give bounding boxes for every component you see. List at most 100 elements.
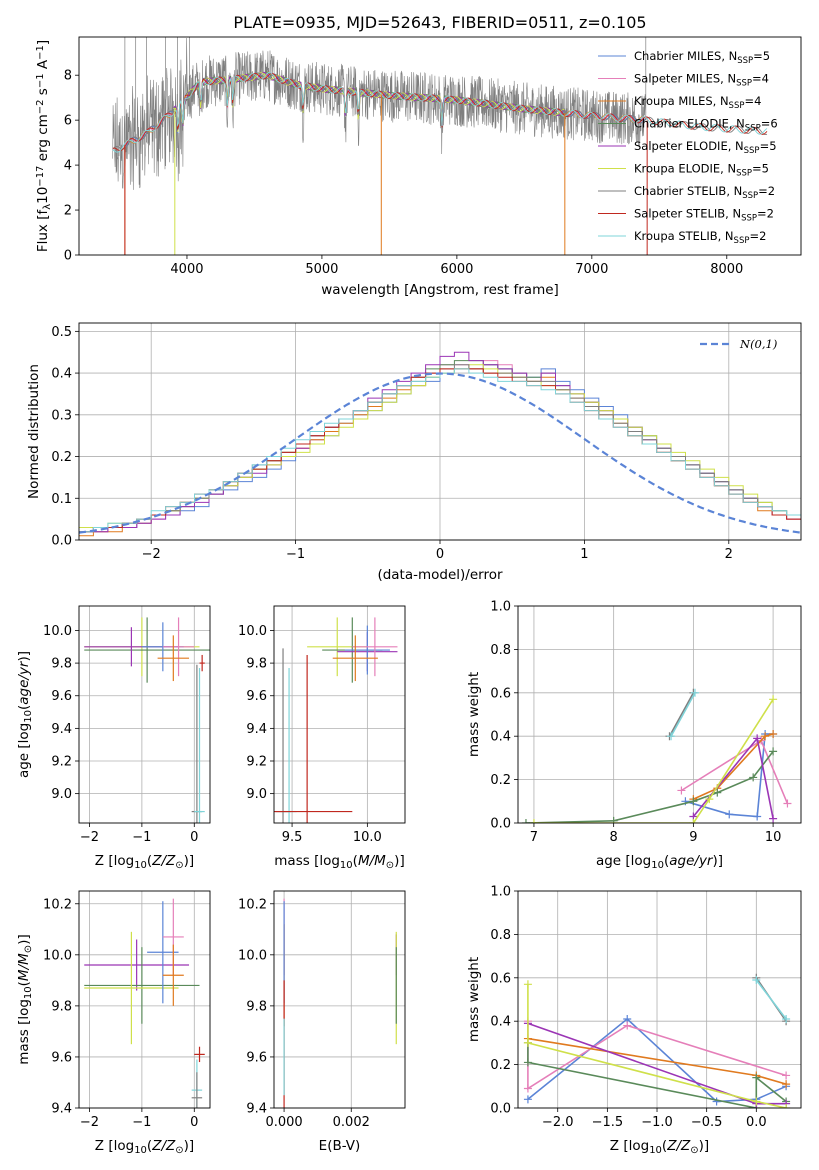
x-tick-label: 7000 <box>575 262 608 277</box>
x-tick-label: 4000 <box>170 262 203 277</box>
legend-label: Chabrier STELIB, NSSP=2 <box>634 184 775 201</box>
x-tick-label: 7 <box>530 830 538 845</box>
y-tick-label: 0.6 <box>490 971 511 986</box>
weight-marker <box>690 688 699 697</box>
legend-label: Kroupa MILES, NSSP=4 <box>634 94 761 111</box>
weight-marker <box>749 773 758 782</box>
legend-label: Salpeter STELIB, NSSP=2 <box>634 207 774 224</box>
x-tick-label: 0 <box>190 830 198 845</box>
mass-vs-Z-panel: −2 −1 0 9.4 9.6 9.8 10.0 10.2 Z [log10(Z/Z⊙)] mas… <box>16 890 211 1156</box>
x-tick-label: −0.5 <box>691 1115 723 1130</box>
x-tick-label: 0.002 <box>333 1115 370 1130</box>
legend-label: Kroupa ELODIE, NSSP=5 <box>634 162 769 179</box>
weight-marker <box>609 816 618 823</box>
y-tick-label: 0.3 <box>51 408 72 423</box>
axes-frame <box>517 890 802 1109</box>
weight-marker <box>782 1015 791 1024</box>
weight-marker <box>529 819 538 823</box>
spectrum-panel: 4000 5000 6000 7000 8000 0 2 4 6 8 wavelength [Ang… <box>35 36 802 298</box>
weight-marker <box>769 730 778 739</box>
weight-marker <box>689 797 698 806</box>
x-tick-label: −2.0 <box>542 1115 574 1130</box>
weight-marker <box>677 786 686 795</box>
legend-label: Chabrier MILES, NSSP=5 <box>634 49 770 66</box>
y-tick-label: 6 <box>64 114 72 129</box>
x-axis-label: wavelength [Angstrom, rest frame] <box>321 282 559 298</box>
x-tick-label: −1.0 <box>641 1115 673 1130</box>
x-tick-label: 6000 <box>440 262 473 277</box>
y-tick-label: 0 <box>64 249 72 264</box>
y-tick-label: 1.0 <box>490 600 511 615</box>
axes-frame <box>78 322 802 541</box>
y-tick-label: 10.0 <box>238 948 267 963</box>
x-tick-label: 2 <box>725 547 733 562</box>
age-vs-mass-panel: 9.5 10.0 9.0 9.2 9.4 9.6 9.8 10.0 mass [log10(M/… <box>238 605 406 871</box>
y-tick-label: 9.2 <box>246 755 267 770</box>
y-tick-label: 10.0 <box>43 948 72 963</box>
weight-marker <box>705 795 714 804</box>
y-tick-label: 0.5 <box>51 325 72 340</box>
axes-frame <box>273 605 406 824</box>
x-tick-label: 8 <box>610 830 618 845</box>
weight-marker <box>752 975 761 984</box>
weight-line <box>670 692 696 737</box>
y-tick-label: 9.0 <box>246 787 267 802</box>
weight-marker <box>752 1097 761 1106</box>
y-tick-label: 0.8 <box>490 928 511 943</box>
y-tick-label: 4 <box>64 159 72 174</box>
x-tick-label: −2 <box>142 547 161 562</box>
y-tick-label: 10.2 <box>238 897 267 912</box>
y-tick-label: 9.8 <box>51 999 72 1014</box>
x-tick-label: 9.5 <box>282 830 303 845</box>
mass-vs-EBV-panel: 0.000 0.002 9.4 9.6 9.8 10.0 10.2 E(B-V) <box>238 890 406 1154</box>
y-tick-label: 9.6 <box>51 689 72 704</box>
residual-histogram-panel: −2 −1 0 1 2 0.0 0.1 0.2 0.3 0.4 0.5 (data-model)/er… <box>26 322 802 583</box>
weight-marker <box>782 1104 791 1108</box>
model-spectrum-line <box>112 71 768 153</box>
y-axis-label: Normed distribution <box>26 364 42 499</box>
y-tick-label: 9.8 <box>246 657 267 672</box>
y-tick-label: 0.8 <box>490 643 511 658</box>
weight-marker <box>523 1058 532 1067</box>
y-axis-label: age [log10(age/yr)] <box>16 651 34 778</box>
x-tick-label: −1 <box>286 547 305 562</box>
y-axis-label: mass [log10(M/M⊙)] <box>16 934 34 1064</box>
gaussian-reference-line <box>79 372 801 534</box>
weight-marker <box>783 799 792 808</box>
weight-marker <box>769 747 778 756</box>
x-axis-label: (data-model)/error <box>377 567 503 583</box>
axes-frame <box>517 605 802 824</box>
y-tick-label: 0.4 <box>51 367 72 382</box>
y-tick-label: 0.2 <box>490 773 511 788</box>
x-axis-label: Z [log10(Z/Z⊙)] <box>95 1138 194 1156</box>
y-tick-label: 9.2 <box>51 755 72 770</box>
x-axis-label: mass [log10(M/M⊙)] <box>274 853 404 871</box>
weight-marker <box>761 732 770 741</box>
y-tick-label: 9.6 <box>51 1050 72 1065</box>
x-tick-label: 5000 <box>305 262 338 277</box>
figure-title: PLATE=0935, MJD=52643, FIBERID=0511, z=0… <box>233 13 646 32</box>
y-tick-label: 10.0 <box>43 624 72 639</box>
x-tick-label: 10.0 <box>353 830 382 845</box>
y-tick-label: 0.4 <box>490 1015 511 1030</box>
weight-marker <box>725 810 734 819</box>
y-tick-label: 2 <box>64 204 72 219</box>
legend-label: Salpeter MILES, NSSP=4 <box>634 72 769 89</box>
y-tick-label: 0.1 <box>51 492 72 507</box>
spectrum-plot-area <box>112 37 768 255</box>
x-tick-label: 9 <box>689 830 697 845</box>
weight-line <box>755 979 787 1020</box>
x-tick-label: 0.0 <box>746 1115 767 1130</box>
weight-vs-Z-plot-area <box>523 973 791 1108</box>
weight-marker <box>753 812 762 821</box>
mass-vs-EBV-plot-area <box>283 898 397 1108</box>
y-tick-label: 0.2 <box>490 1058 511 1073</box>
weight-vs-Z-panel: −2.0 −1.5 −1.0 −0.5 0.0 0.0 0.2 0.4 0.6 0.8 1.0 Z [… <box>466 885 802 1156</box>
axes-frame <box>273 890 406 1109</box>
x-tick-label: 1 <box>580 547 588 562</box>
residual-histogram-plot-area <box>79 351 801 537</box>
y-axis-label: Flux [fλ10−17 erg cm−2 s−1 A−1] <box>35 40 54 252</box>
x-tick-label: 0.000 <box>265 1115 302 1130</box>
weight-marker <box>782 1071 791 1080</box>
x-tick-label: −2 <box>80 830 99 845</box>
